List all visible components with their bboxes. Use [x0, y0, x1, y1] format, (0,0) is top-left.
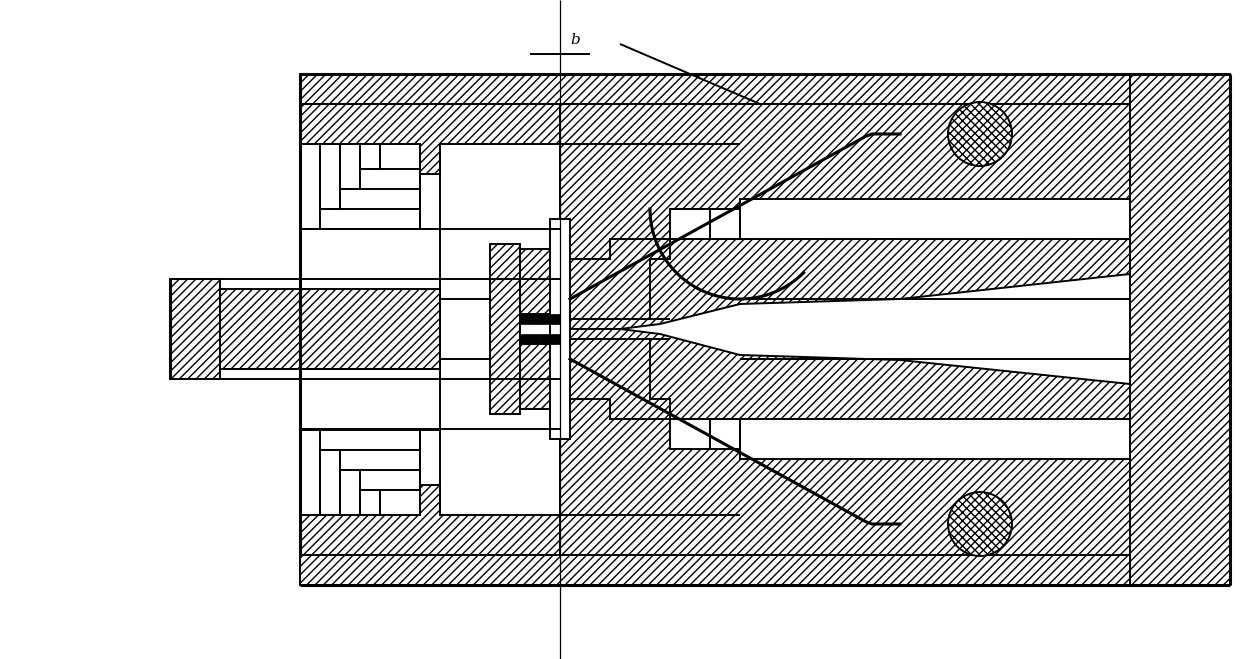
Bar: [740, 419, 1130, 459]
Bar: [490, 244, 520, 414]
Text: b: b: [570, 33, 580, 47]
Polygon shape: [300, 429, 560, 555]
Bar: [300, 369, 440, 430]
Bar: [360, 144, 420, 169]
Bar: [300, 229, 440, 289]
Bar: [300, 429, 420, 515]
Bar: [320, 450, 420, 515]
Bar: [670, 209, 711, 239]
Polygon shape: [300, 104, 560, 229]
Bar: [520, 344, 560, 409]
Bar: [300, 144, 420, 229]
Bar: [440, 299, 560, 359]
Bar: [1130, 74, 1230, 585]
Bar: [360, 490, 420, 515]
Polygon shape: [570, 339, 670, 419]
Polygon shape: [570, 239, 670, 319]
Bar: [300, 74, 1230, 104]
Circle shape: [949, 492, 1012, 556]
Bar: [340, 144, 420, 189]
Bar: [340, 470, 420, 515]
Bar: [670, 419, 711, 449]
Bar: [520, 334, 539, 344]
Bar: [539, 334, 560, 344]
Bar: [711, 419, 750, 449]
Bar: [219, 289, 440, 369]
Polygon shape: [560, 104, 1130, 329]
Bar: [539, 314, 560, 324]
Bar: [520, 249, 560, 314]
Bar: [170, 279, 219, 379]
Bar: [300, 555, 1230, 585]
Bar: [711, 209, 750, 239]
Polygon shape: [560, 329, 1130, 555]
Circle shape: [949, 102, 1012, 166]
Bar: [520, 314, 539, 324]
Bar: [320, 144, 420, 209]
Bar: [740, 199, 1130, 239]
Bar: [551, 219, 570, 439]
